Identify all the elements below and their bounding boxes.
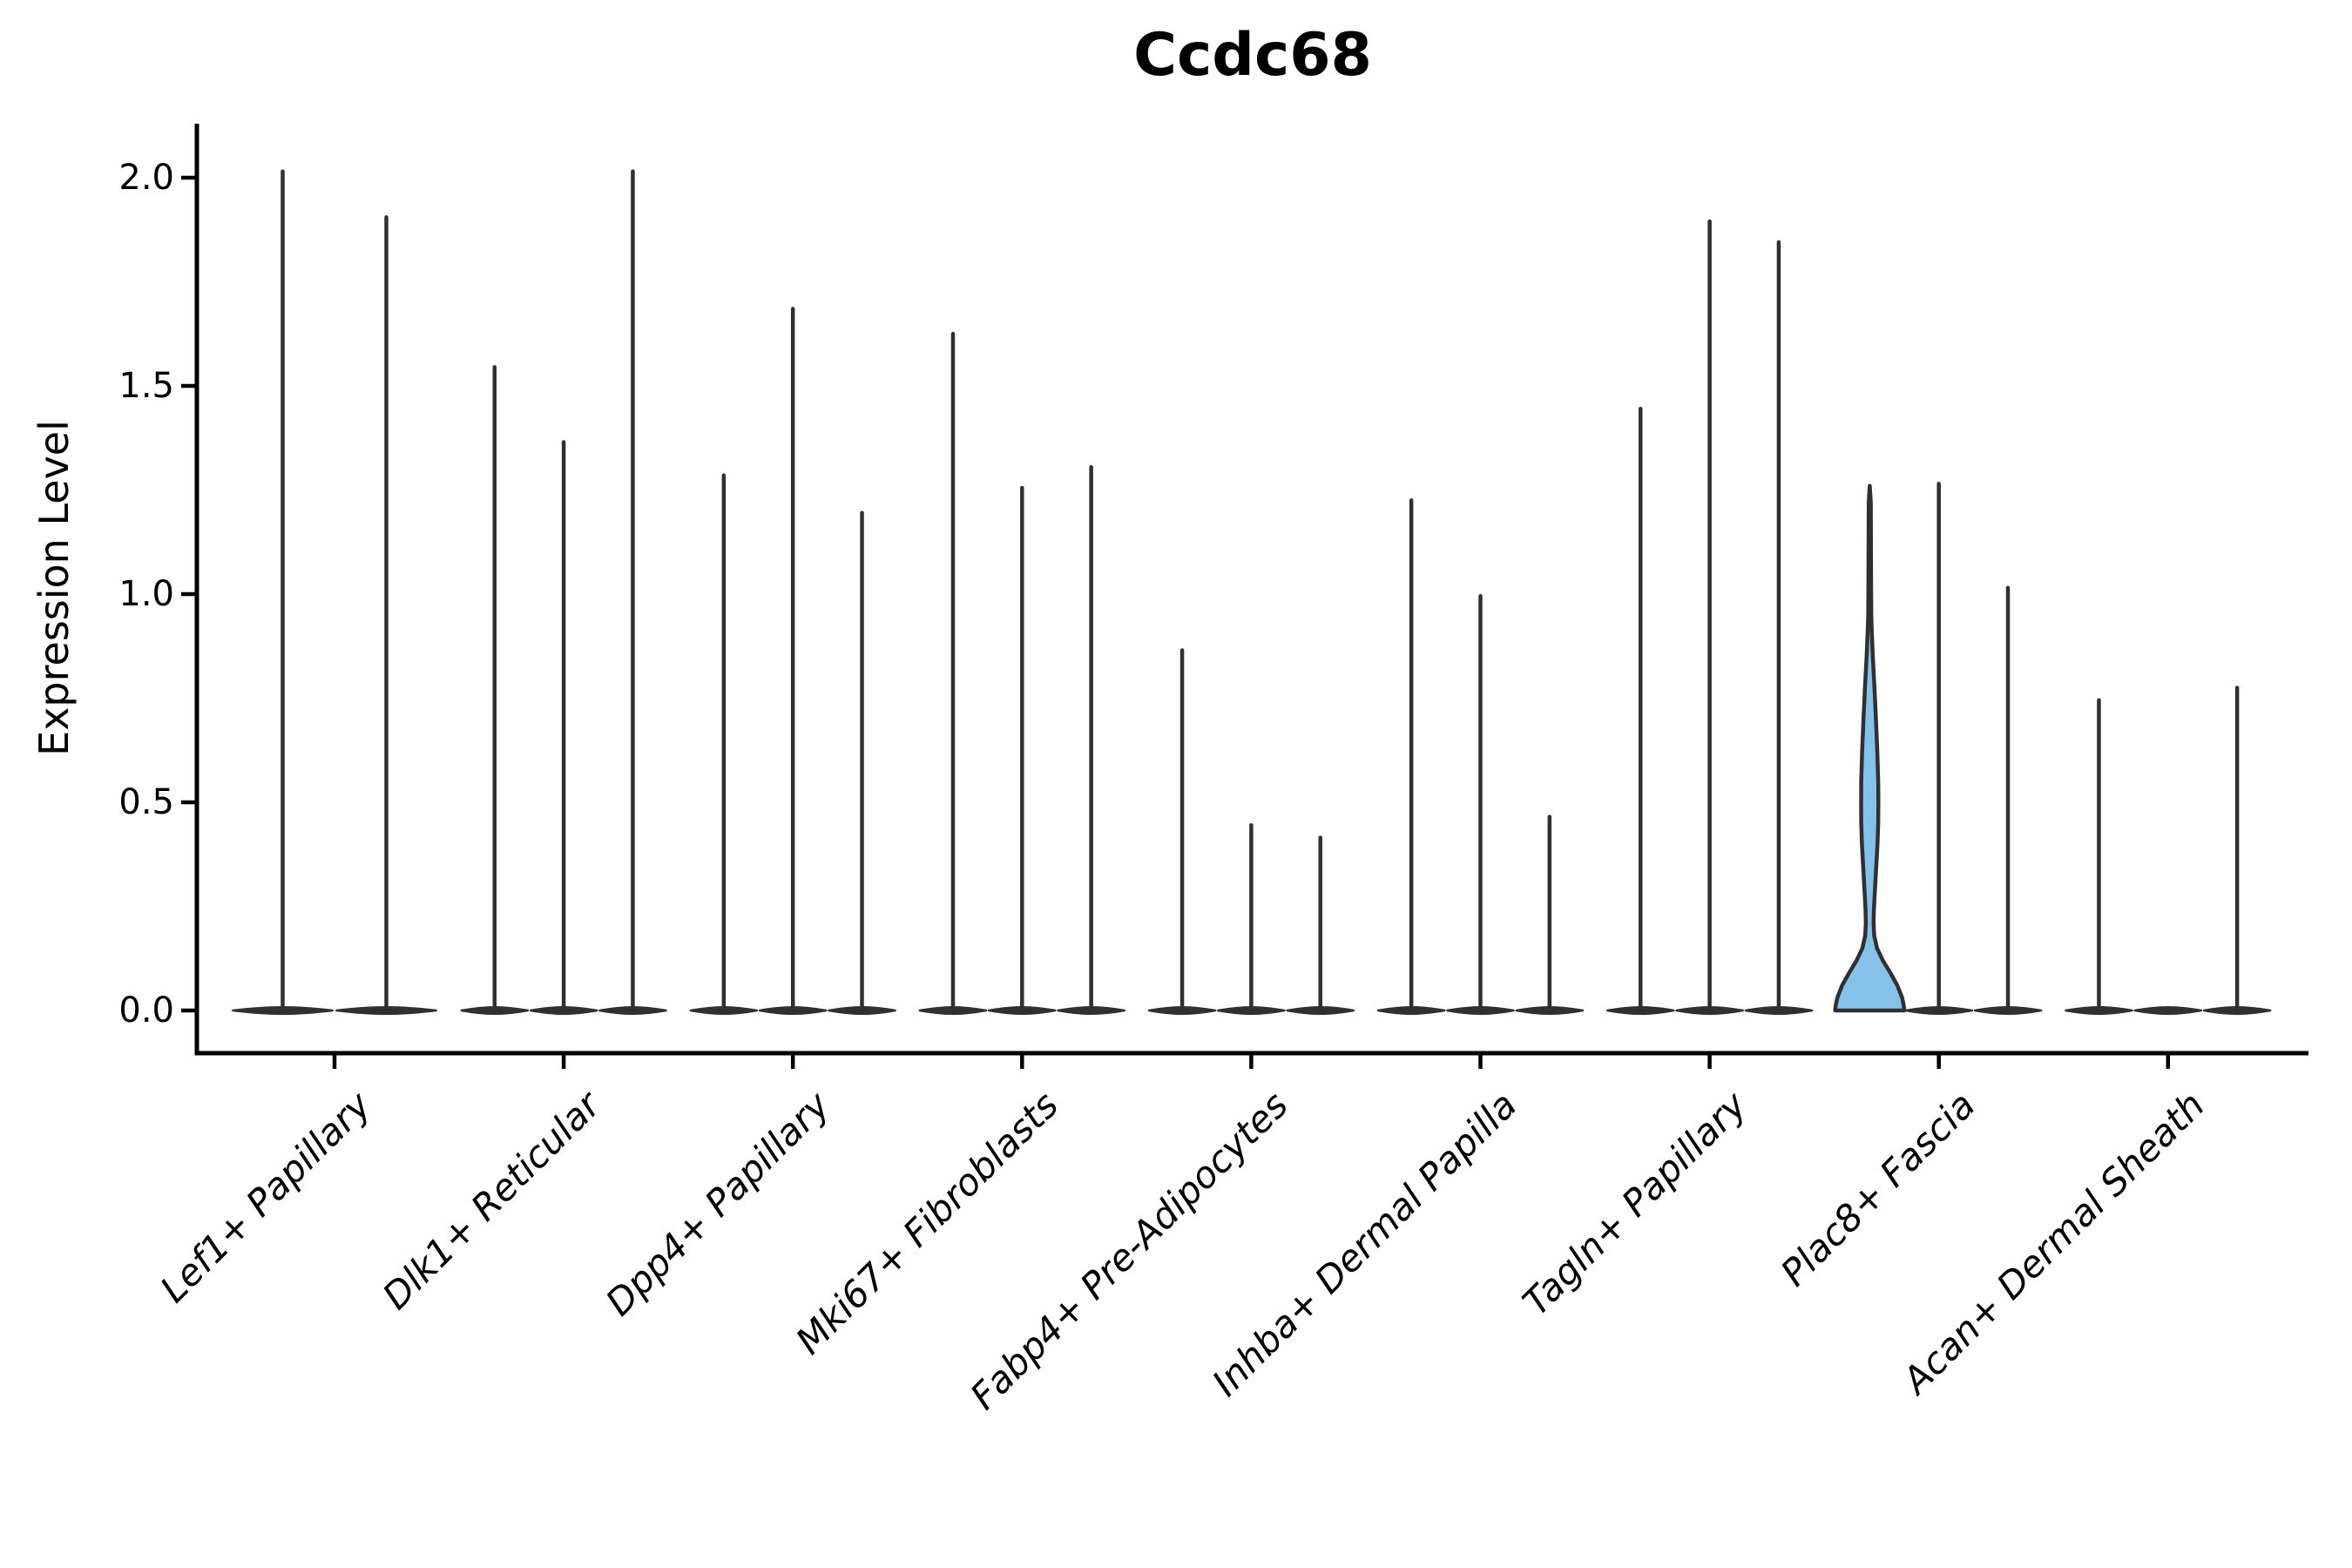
y-tick-label: 0.5 <box>118 782 174 822</box>
plot-title: Ccdc68 <box>1133 21 1372 90</box>
y-tick-label: 1.5 <box>118 366 174 406</box>
y-tick-label: 2.0 <box>118 158 174 198</box>
violin-base <box>2133 1005 2203 1016</box>
highlighted-violin <box>1833 483 1907 1013</box>
y-tick-label: 0.0 <box>118 990 174 1031</box>
y-tick-label: 1.0 <box>118 574 174 614</box>
